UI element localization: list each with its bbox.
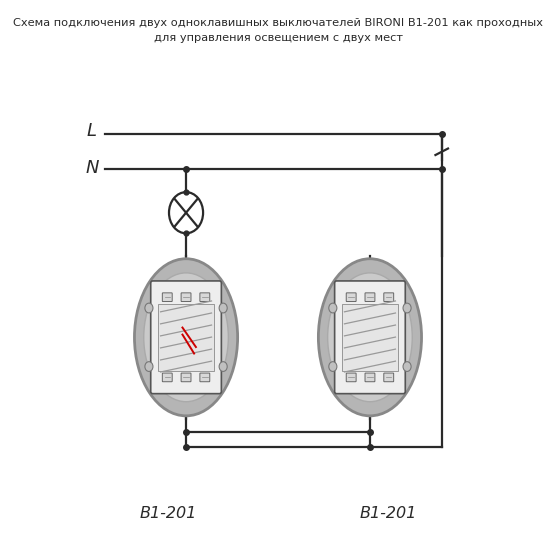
FancyBboxPatch shape (162, 373, 172, 382)
FancyBboxPatch shape (181, 373, 191, 382)
FancyBboxPatch shape (162, 293, 172, 301)
FancyBboxPatch shape (384, 373, 394, 382)
FancyBboxPatch shape (365, 373, 375, 382)
FancyBboxPatch shape (200, 373, 210, 382)
FancyBboxPatch shape (200, 293, 210, 301)
Text: B1-201: B1-201 (140, 506, 197, 521)
FancyBboxPatch shape (342, 304, 398, 371)
Text: для управления освещением с двух мест: для управления освещением с двух мест (153, 33, 403, 43)
FancyBboxPatch shape (335, 281, 405, 394)
FancyBboxPatch shape (384, 293, 394, 301)
Ellipse shape (327, 273, 412, 402)
Circle shape (219, 362, 227, 371)
Text: N: N (85, 159, 98, 177)
Ellipse shape (319, 258, 421, 416)
Circle shape (329, 303, 337, 313)
Circle shape (219, 303, 227, 313)
Circle shape (403, 303, 411, 313)
FancyBboxPatch shape (181, 293, 191, 301)
Text: B1-201: B1-201 (359, 506, 416, 521)
Text: L: L (87, 123, 97, 140)
FancyBboxPatch shape (158, 304, 214, 371)
Ellipse shape (144, 273, 229, 402)
Ellipse shape (135, 258, 237, 416)
FancyBboxPatch shape (346, 293, 356, 301)
FancyBboxPatch shape (346, 373, 356, 382)
Circle shape (329, 362, 337, 371)
Circle shape (403, 362, 411, 371)
Circle shape (145, 303, 153, 313)
FancyBboxPatch shape (151, 281, 221, 394)
Circle shape (145, 362, 153, 371)
Text: Схема подключения двух одноклавишных выключателей BIRONI B1-201 как проходных: Схема подключения двух одноклавишных вык… (13, 18, 543, 28)
FancyBboxPatch shape (365, 293, 375, 301)
